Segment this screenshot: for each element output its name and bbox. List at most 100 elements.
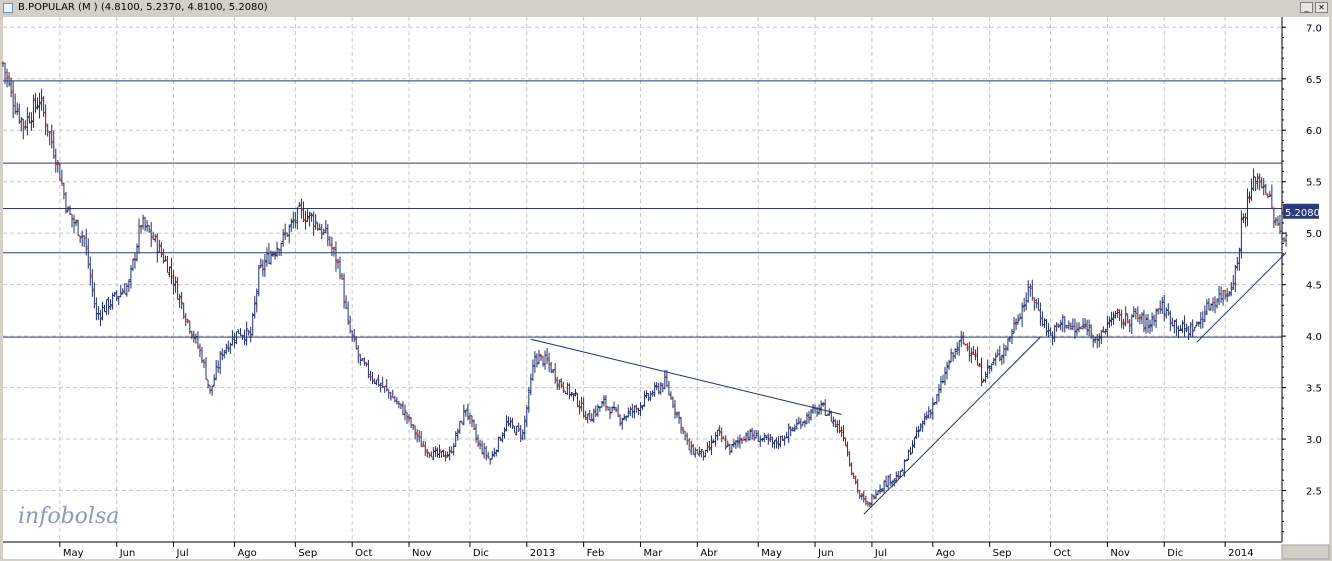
ohlc-bar — [768, 434, 772, 442]
horizontal-level-lines — [3, 80, 1282, 338]
ohlc-bar — [1172, 320, 1177, 334]
ohlc-bar — [151, 231, 155, 240]
ohlc-bar — [677, 411, 681, 424]
ohlc-bar — [1209, 303, 1213, 311]
ohlc-bar — [297, 202, 302, 207]
ohlc-bar — [58, 163, 62, 182]
ohlc-bar — [785, 431, 789, 439]
ohlc-bar — [575, 393, 580, 408]
ohlc-bar — [718, 425, 722, 436]
ohlc-bar — [728, 443, 732, 455]
ohlc-bar — [697, 446, 701, 457]
ohlc-bar — [1184, 323, 1189, 333]
x-tick-label: Feb — [587, 548, 605, 559]
ohlc-bar — [604, 395, 608, 412]
ohlc-bar — [336, 258, 340, 269]
ohlc-bar — [496, 436, 500, 453]
ohlc-bar — [143, 216, 147, 232]
ohlc-bar — [366, 359, 371, 379]
ohlc-bar — [854, 475, 858, 485]
ohlc-bar — [994, 352, 998, 366]
ohlc-bar — [17, 103, 21, 124]
ohlc-bar — [776, 436, 781, 449]
ohlc-bar — [573, 388, 578, 397]
ohlc-bar — [480, 440, 484, 455]
ohlc-bar — [431, 447, 435, 461]
ohlc-bar — [220, 348, 224, 361]
ohlc-bar — [173, 276, 178, 293]
ohlc-bar — [689, 440, 693, 456]
ohlc-bar — [1160, 296, 1164, 314]
ohlc-bar — [346, 301, 350, 325]
ohlc-bar — [837, 419, 842, 434]
ohlc-bar — [695, 448, 699, 455]
ohlc-bar — [265, 247, 269, 267]
x-tick-label: May — [761, 548, 782, 559]
ohlc-bar — [1203, 305, 1207, 323]
ohlc-bar — [559, 378, 563, 389]
ohlc-bar — [772, 440, 777, 449]
ohlc-bar — [7, 72, 11, 87]
ohlc-bar — [149, 222, 153, 248]
ohlc-bar — [720, 427, 724, 443]
ohlc-bar — [285, 232, 289, 238]
ohlc-bar — [70, 213, 74, 228]
ohlc-bar — [789, 426, 793, 437]
ohlc-bar — [1262, 178, 1266, 196]
ohlc-bar — [1187, 325, 1191, 341]
ohlc-bar — [454, 431, 458, 447]
ohlc-bar — [750, 427, 754, 440]
ohlc-bar — [527, 386, 531, 413]
ohlc-bar — [630, 403, 634, 418]
ohlc-bar — [123, 282, 127, 295]
ohlc-bar — [1079, 326, 1083, 330]
ohlc-bar — [1140, 312, 1144, 325]
ohlc-bar — [275, 241, 279, 258]
ohlc-bar — [1122, 318, 1126, 329]
ohlc-bar — [762, 432, 766, 443]
ohlc-bar — [825, 414, 829, 417]
ohlc-bar — [640, 405, 645, 411]
ohlc-bar — [549, 362, 553, 374]
ohlc-bar — [730, 444, 734, 453]
ohlc-bar — [178, 293, 182, 309]
x-axis-panel — [3, 542, 1329, 559]
ohlc-bar — [1105, 315, 1110, 338]
ohlc-bar — [269, 250, 273, 265]
ohlc-bar — [910, 440, 915, 454]
ohlc-bar — [590, 413, 594, 422]
ohlc-bar — [1201, 311, 1205, 329]
ohlc-bar — [90, 269, 94, 297]
y-tick-label: 7.0 — [1306, 23, 1322, 34]
ohlc-bar — [577, 400, 582, 415]
ohlc-bar — [316, 222, 320, 231]
ohlc-bar — [50, 124, 54, 149]
ohlc-bar — [827, 408, 831, 416]
close-button[interactable]: ✕ — [1315, 2, 1328, 13]
ohlc-bar — [255, 288, 259, 313]
ohlc-bar — [1227, 290, 1231, 297]
ohlc-bar — [222, 350, 226, 359]
ohlc-bar — [56, 159, 60, 173]
ohlc-bar — [1251, 168, 1256, 191]
ohlc-bar — [287, 224, 291, 244]
ohlc-bar — [194, 333, 198, 344]
ohlc-bar — [1225, 287, 1229, 303]
ohlc-bar — [744, 432, 748, 443]
ohlc-bar — [374, 379, 379, 386]
ohlc-bar — [1069, 322, 1073, 331]
ohlc-bar — [780, 435, 785, 441]
window-title: B.POPULAR (M ) (4.8100, 5.2370, 4.8100, … — [18, 2, 268, 13]
ohlc-bar — [322, 228, 326, 235]
ohlc-bar — [770, 436, 775, 448]
ohlc-bar — [1239, 210, 1243, 259]
x-tick-label: May — [63, 548, 84, 559]
ohlc-bar — [242, 329, 247, 346]
ohlc-bar — [1053, 324, 1057, 343]
ohlc-bar — [299, 198, 304, 219]
minimize-button[interactable]: _ — [1300, 2, 1313, 13]
ohlc-bar — [797, 416, 801, 425]
ohlc-bar — [320, 224, 324, 240]
ohlc-bar — [979, 357, 984, 387]
ohlc-bar — [232, 332, 237, 348]
